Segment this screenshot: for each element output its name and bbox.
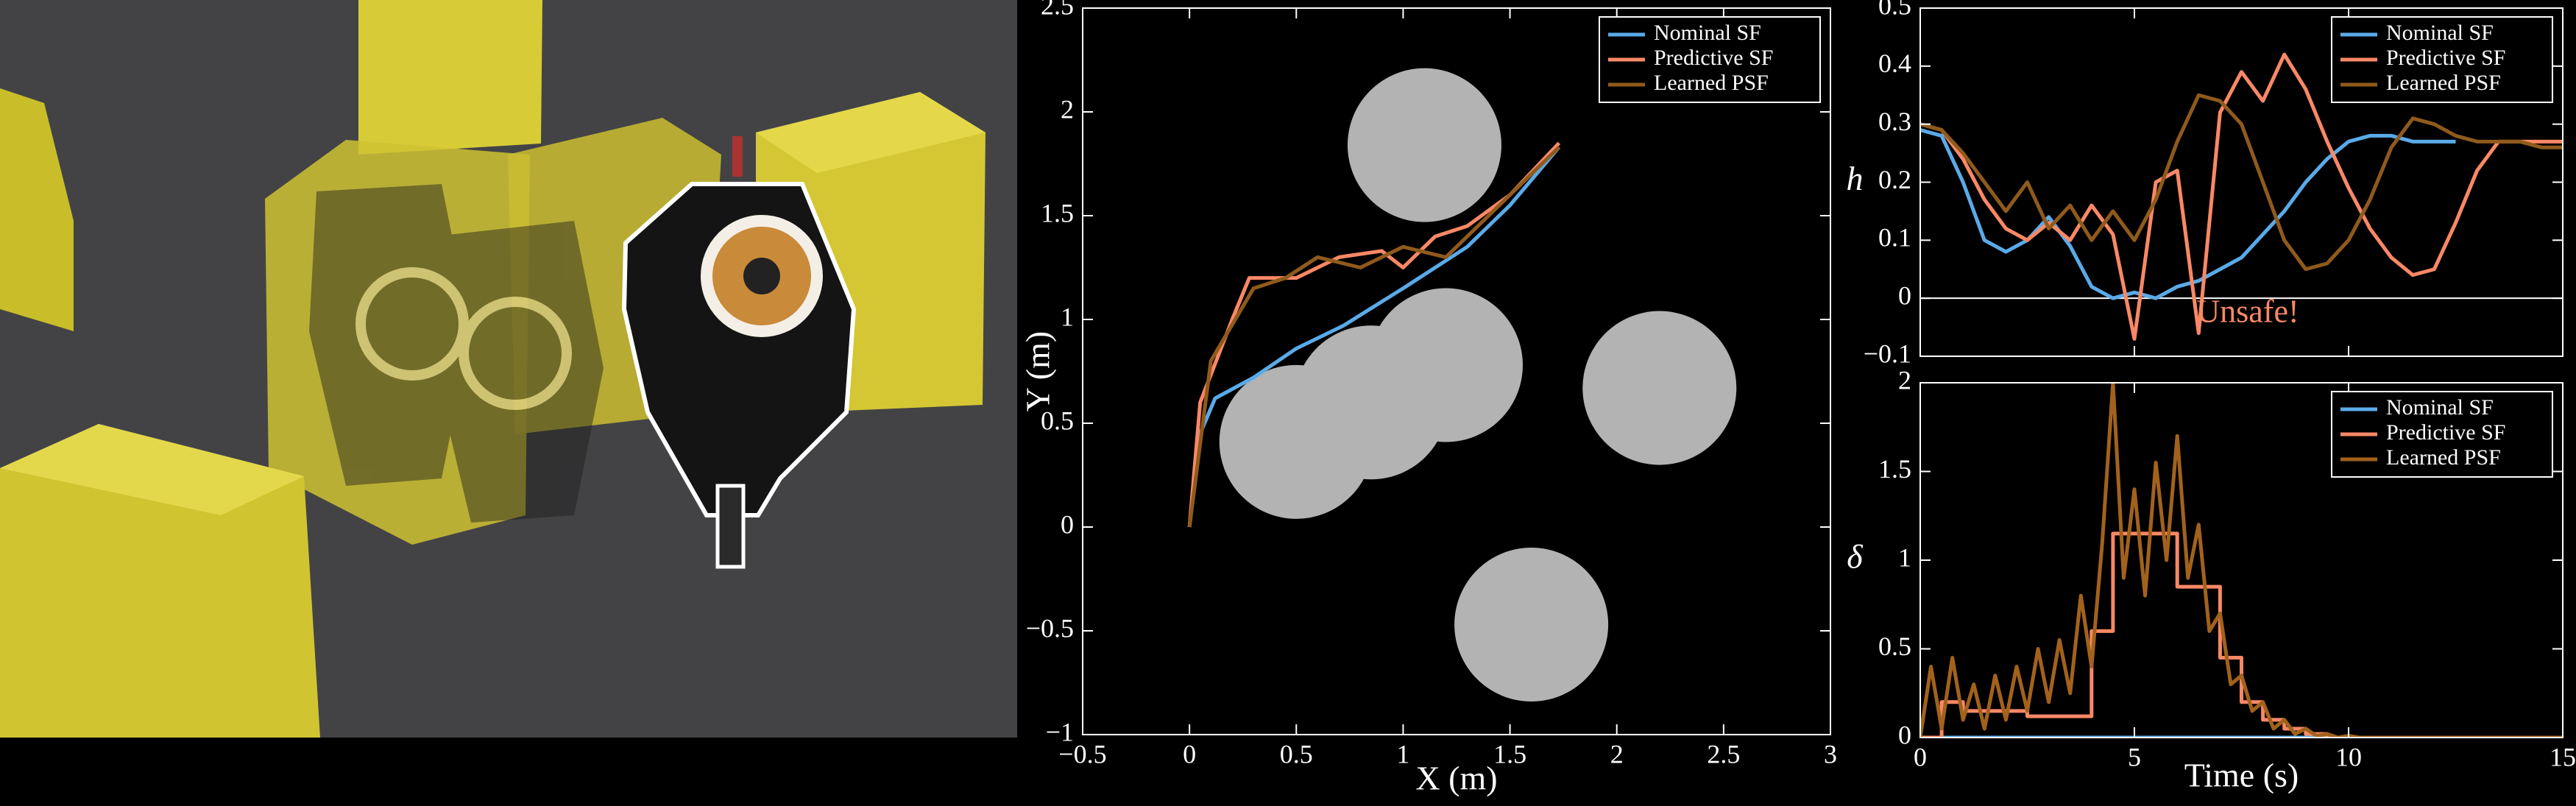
y-tick-label: 0.5 — [1878, 0, 1911, 20]
legend-label: Predictive SF — [1654, 46, 1774, 70]
obstacle — [1582, 311, 1737, 465]
y-axis-label: Y (m) — [1019, 331, 1057, 411]
annotation: Unsafe! — [2196, 293, 2299, 329]
axes-frame — [1919, 382, 2563, 738]
legend-label: Predictive SF — [2386, 46, 2506, 70]
x-tick-label: 1 — [1396, 739, 1409, 768]
box — [0, 88, 74, 331]
chart: −0.5 0 0.5 1 1.5 2 2.5 3−1−0.500.511.522.5X (m)… — [1019, 0, 1837, 797]
x-tick-label: 0.5 — [1280, 739, 1313, 768]
y-tick-label: 2 — [1898, 365, 1911, 395]
legend-label: Learned PSF — [1654, 71, 1769, 95]
plot-area — [1920, 383, 2563, 738]
plot-area — [1920, 52, 2563, 341]
y-tick-label: 0.3 — [1878, 107, 1911, 136]
robot-ghost — [309, 184, 471, 486]
robot-hub — [743, 258, 780, 294]
obstacle — [1454, 548, 1609, 702]
y-tick-label: −0.5 — [1026, 613, 1074, 643]
y-tick-label: 0 — [1898, 280, 1911, 310]
x-axis-label: X (m) — [1415, 760, 1497, 797]
box-top — [0, 424, 304, 515]
series-line — [1187, 146, 1561, 528]
robot-ghosts — [309, 184, 604, 523]
y-tick-label: 0.4 — [1878, 49, 1911, 78]
box-top — [756, 92, 986, 173]
legend-label: Nominal SF — [1654, 21, 1761, 45]
series-line — [1920, 52, 2563, 341]
y-tick-label: −0.1 — [1864, 339, 1911, 368]
robot-leg — [715, 484, 746, 569]
y-tick-label: 0.1 — [1878, 223, 1911, 252]
wheel-ghost — [355, 267, 469, 381]
series-line — [1187, 146, 1561, 528]
x-tick-label: 0 — [1914, 742, 1927, 771]
y-tick-label: 0.5 — [1041, 406, 1074, 435]
y-tick-label: 0 — [1061, 509, 1074, 539]
series-line — [1920, 128, 2456, 300]
robot-ghost — [434, 221, 604, 523]
y-tick-label: −1 — [1046, 717, 1074, 746]
legend-label: Learned PSF — [2386, 71, 2501, 95]
y-tick-label: 1.5 — [1878, 454, 1911, 484]
legend-label: Predictive SF — [2386, 420, 2506, 445]
chart: 0 5 10 15 0 0.5 1 1.5 2 Time (s) δ Nominal SFPredic… — [1847, 365, 2576, 793]
wheel-ghost — [459, 297, 572, 410]
x-tick-label: 2 — [1610, 739, 1624, 768]
x-tick-label: 1.5 — [1493, 739, 1526, 768]
y-tick-label: 1.5 — [1041, 198, 1074, 227]
x-axis-label: Time (s) — [2184, 757, 2299, 794]
y-tick-label: 1 — [1898, 542, 1911, 572]
x-tick-label: 3 — [1824, 739, 1837, 768]
obstacle — [1347, 68, 1501, 222]
series-line — [1920, 93, 2563, 272]
y-tick-label: 0.5 — [1878, 632, 1911, 661]
series-line — [1920, 383, 2563, 738]
x-tick-label: 15 — [2550, 742, 2576, 771]
x-tick-label: 5 — [2128, 742, 2141, 771]
legend-label: Learned PSF — [2386, 445, 2501, 470]
legend-label: Nominal SF — [2386, 21, 2494, 45]
axes-frame — [1919, 7, 2563, 357]
x-tick-label: 2.5 — [1707, 739, 1740, 768]
photo — [0, 0, 1017, 738]
y-tick-label: 2.5 — [1041, 0, 1074, 20]
chart: −0.1 0 0.1 0.2 0.3 0.4 0.5 h Unsafe! Nominal SFPr… — [1847, 0, 2563, 368]
y-axis-label: δ — [1847, 538, 1863, 576]
y-axis-label: h — [1847, 160, 1864, 197]
obstacle — [1368, 288, 1523, 442]
box — [265, 140, 530, 545]
legend-label: Nominal SF — [2386, 395, 2494, 420]
x-tick-label: −0.5 — [1058, 739, 1106, 768]
plot-area — [1187, 68, 1737, 702]
robot-antenna — [732, 136, 743, 177]
x-tick-label: 10 — [2335, 742, 2362, 771]
y-tick-label: 0.2 — [1878, 165, 1911, 194]
y-tick-label: 0 — [1898, 720, 1911, 749]
axes-frame — [1082, 7, 1831, 735]
box — [358, 0, 542, 155]
x-tick-label: 0 — [1183, 739, 1196, 768]
y-tick-label: 2 — [1061, 94, 1074, 124]
y-tick-label: 1 — [1061, 302, 1074, 331]
